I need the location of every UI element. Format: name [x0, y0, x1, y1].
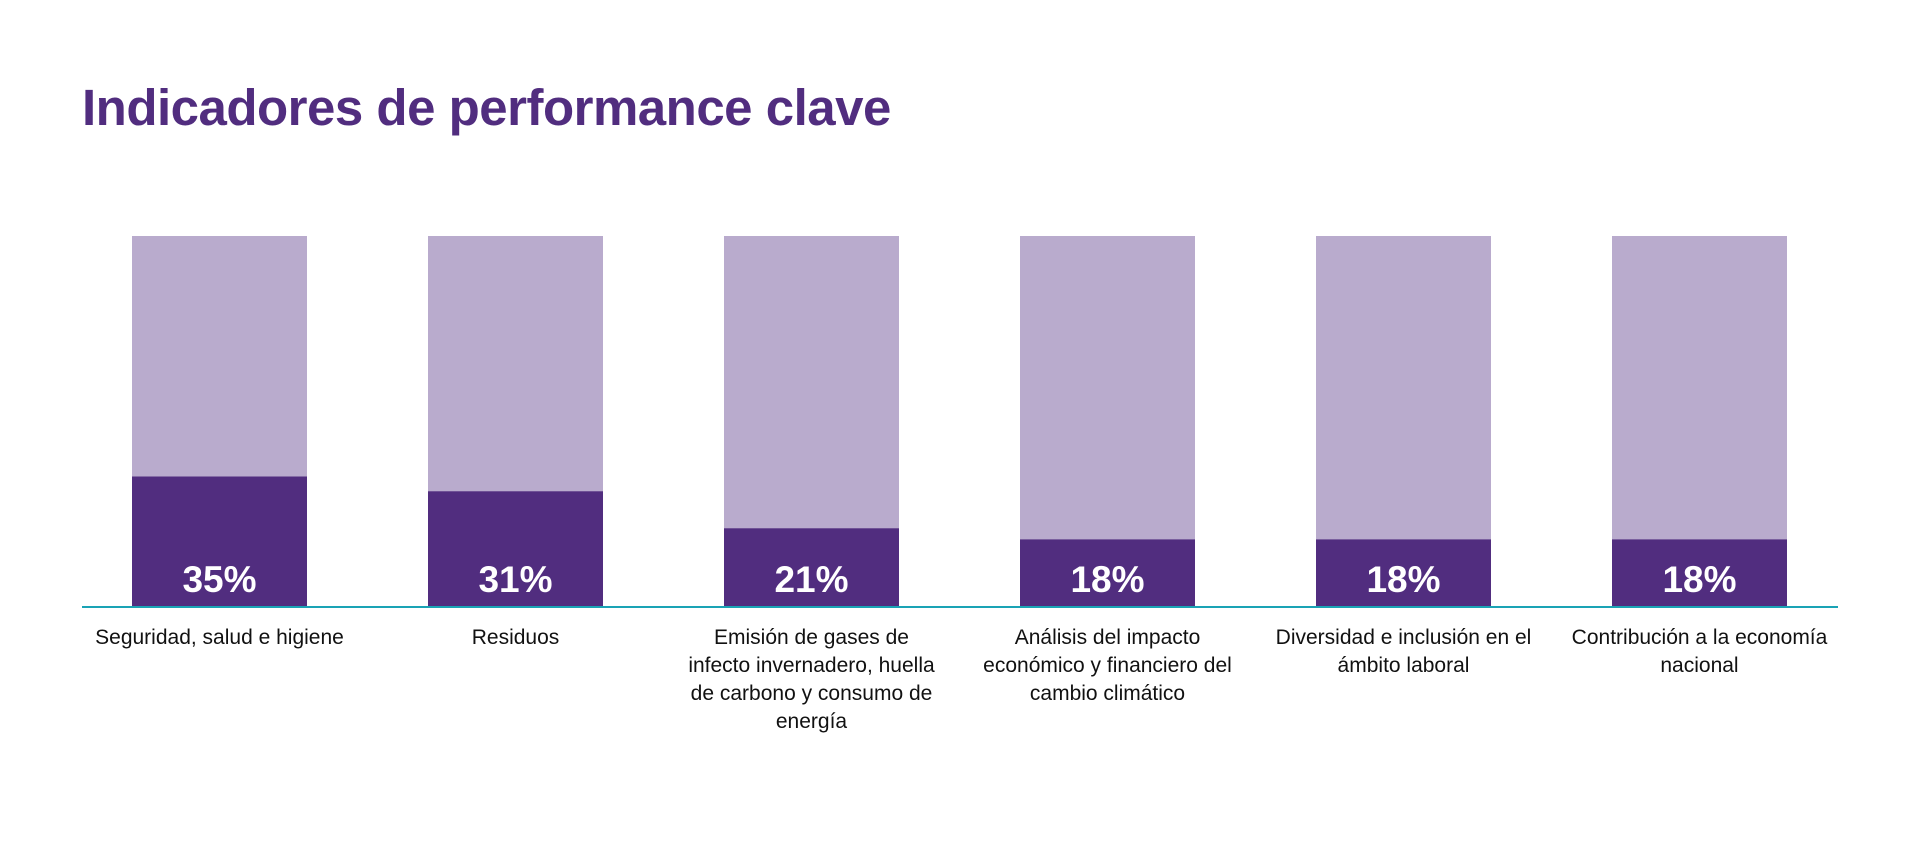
data-label: 18% — [1662, 559, 1736, 600]
bar — [428, 491, 603, 606]
bar — [132, 476, 307, 606]
data-label: 18% — [1366, 559, 1440, 600]
category-label: Seguridad, salud e higiene — [95, 626, 344, 649]
data-label: 35% — [182, 559, 256, 600]
data-label: 31% — [478, 559, 552, 600]
data-label: 18% — [1070, 559, 1144, 600]
category-label: Emisión de gases de infecto invernadero,… — [688, 626, 935, 733]
category-label: Residuos — [471, 626, 560, 649]
chart-title: Indicadores de performance clave — [82, 79, 891, 136]
bar — [1316, 539, 1491, 606]
category-label: Análisis del impacto económico y financi… — [983, 626, 1232, 705]
data-label: 21% — [774, 559, 848, 600]
bar — [1612, 539, 1787, 606]
category-label: Contribución a la economía nacional — [1571, 626, 1828, 677]
bar — [1020, 539, 1195, 606]
bar — [724, 528, 899, 606]
category-label: Diversidad e inclusión en el ámbito labo… — [1275, 626, 1532, 677]
